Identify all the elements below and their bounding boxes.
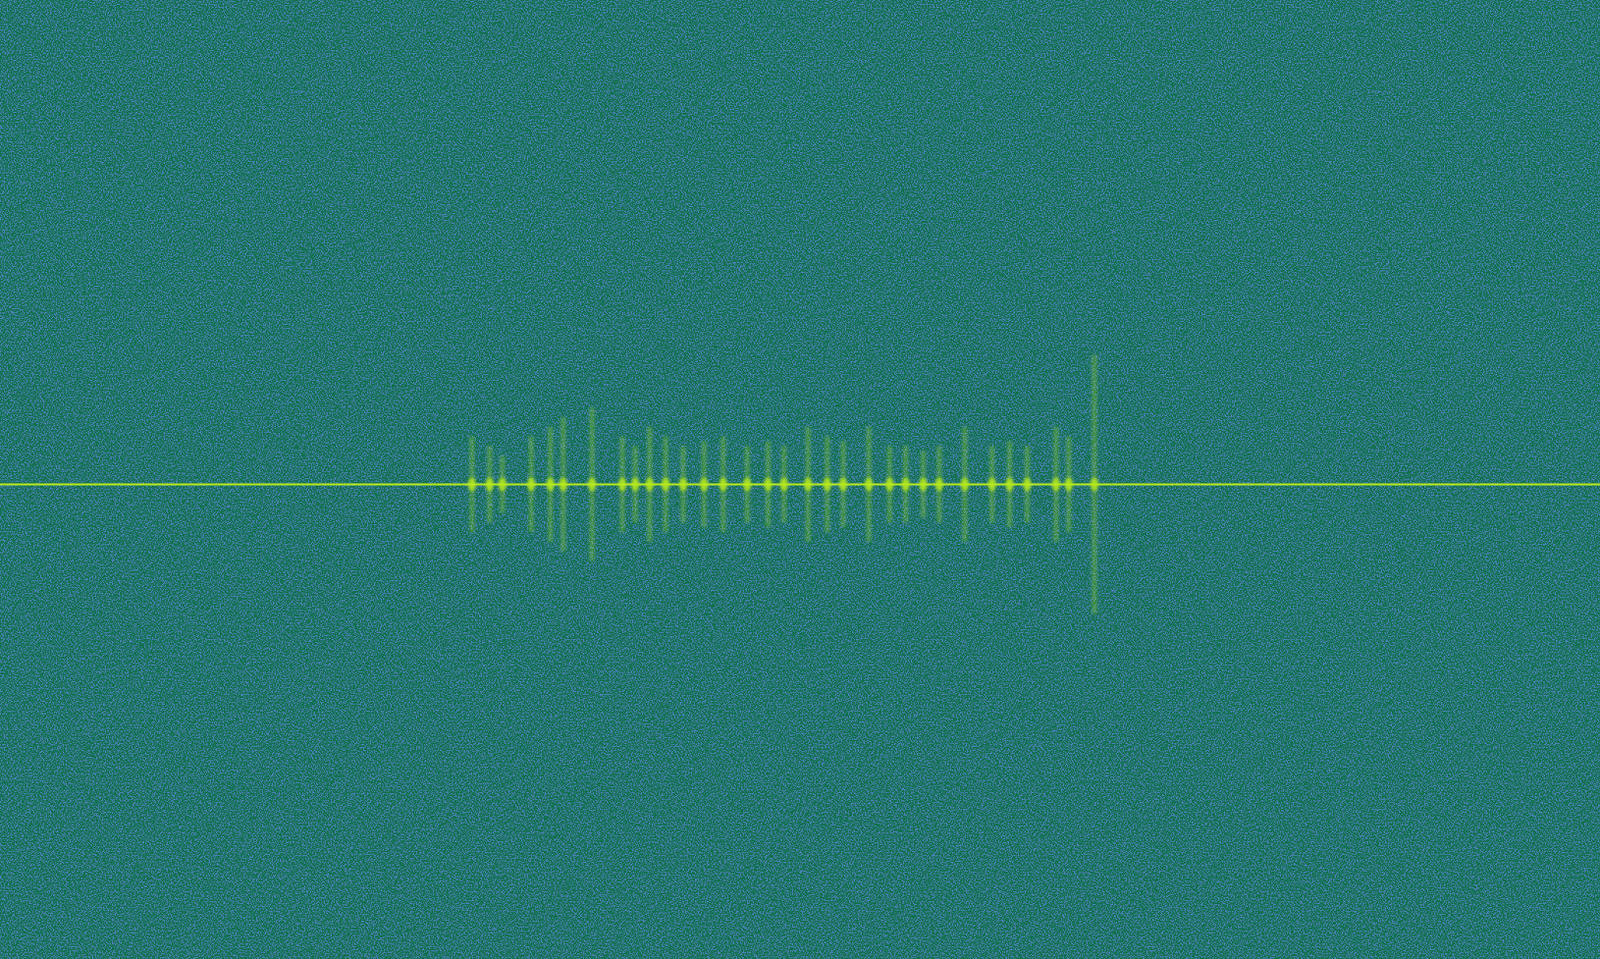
noise-floor <box>0 0 1600 959</box>
background <box>0 0 1600 959</box>
carrier-line <box>0 482 1600 485</box>
spectrogram <box>0 0 1600 959</box>
plot-area <box>0 354 1600 614</box>
